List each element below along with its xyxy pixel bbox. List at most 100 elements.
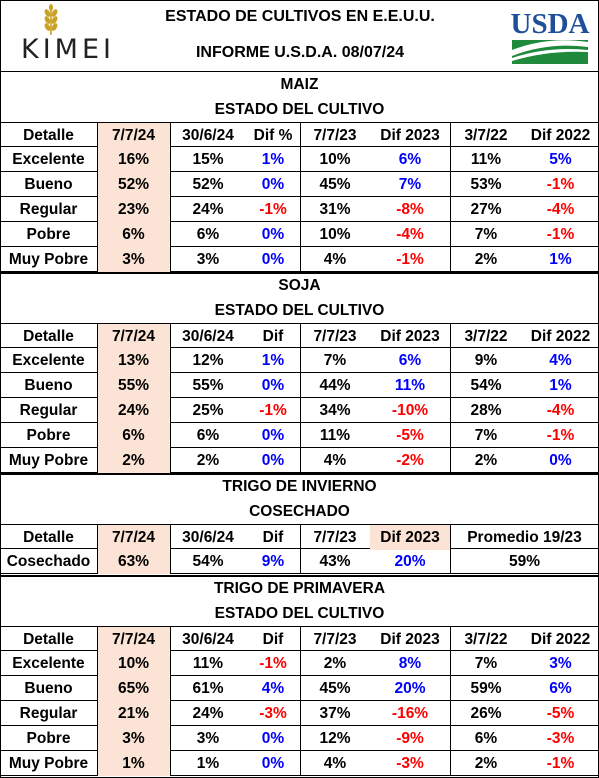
table-cell: 4%: [323, 452, 347, 469]
table-cell: 26%: [470, 705, 502, 722]
section-divider: [0, 575, 599, 577]
column-header: 7/7/23: [313, 631, 357, 648]
table-cell: 54%: [192, 553, 224, 570]
row-label: Excelente: [12, 655, 85, 672]
table-cell: 6%: [97, 423, 170, 448]
table-cell: -3%: [396, 755, 424, 772]
table-cell: 65%: [97, 676, 170, 701]
table-cell: 2%: [323, 655, 347, 672]
table-cell: -1%: [396, 251, 424, 268]
usda-logo-text: USDA: [511, 8, 590, 40]
table-cell: 2%: [474, 251, 498, 268]
table-header-row: Detalle 7/7/24 30/6/24 Dif 7/7/23 Dif 2023 Pro…: [0, 524, 599, 550]
grid-line: [170, 323, 171, 473]
column-header: 7/7/23: [313, 127, 357, 144]
table-row: Muy Pobre 3% 3% 0% 4% -1% 2% 1%: [0, 247, 599, 272]
trigo-primavera-subtitle: ESTADO DEL CULTIVO: [214, 605, 385, 622]
table-cell: -3%: [259, 705, 287, 722]
column-header: Dif 2023: [380, 328, 440, 345]
table-cell: 34%: [319, 402, 351, 419]
table-row: Pobre 3% 3% 0% 12% -9% 6% -3%: [0, 726, 599, 751]
table-cell: -1%: [546, 176, 575, 193]
table-cell: 61%: [192, 680, 224, 697]
table-cell: 6%: [97, 222, 170, 247]
table-row: Excelente 13% 12% 1% 7% 6% 9% 4%: [0, 348, 599, 373]
row-label: Bueno: [24, 680, 73, 697]
table-cell: 7%: [474, 427, 498, 444]
row-label: Pobre: [26, 427, 71, 444]
table-cell: 45%: [319, 680, 351, 697]
table-cell: 0%: [261, 452, 285, 469]
trigo-invierno-title: TRIGO DE INVIERNO: [222, 478, 377, 495]
table-row: Excelente 16% 15% 1% 10% 6% 11% 5%: [0, 147, 599, 172]
column-header: 7/7/23: [313, 529, 357, 546]
kimei-brand-text: KIMEI: [21, 34, 115, 65]
soja-subtitle: ESTADO DEL CULTIVO: [214, 302, 385, 319]
column-header: 7/7/23: [313, 328, 357, 345]
table-cell: 1%: [261, 352, 285, 369]
grid-line: [300, 323, 301, 473]
table-cell: 4%: [261, 680, 285, 697]
trigo-primavera-title: TRIGO DE PRIMAVERA: [213, 580, 386, 597]
row-label: Excelente: [12, 151, 85, 168]
section-divider: [0, 473, 599, 475]
table-cell: 0%: [261, 755, 285, 772]
table-cell: 44%: [319, 377, 351, 394]
table-cell: 9%: [261, 553, 285, 570]
table-cell: 0%: [261, 427, 285, 444]
table-cell: 10%: [319, 151, 351, 168]
table-cell: 2%: [474, 452, 498, 469]
column-header: 30/6/24: [182, 328, 234, 345]
table-cell: 55%: [192, 377, 224, 394]
table-cell: -5%: [546, 705, 575, 722]
table-cell: 31%: [319, 201, 351, 218]
table-cell: -4%: [396, 226, 424, 243]
table-cell: 3%: [196, 730, 220, 747]
table-row: Bueno 55% 55% 0% 44% 11% 54% 1%: [0, 373, 599, 398]
soja-title: SOJA: [278, 277, 321, 294]
row-label: Cosechado: [6, 553, 91, 570]
table-cell: 6%: [549, 680, 572, 697]
table-cell: 8%: [398, 655, 422, 672]
report-title: ESTADO DE CULTIVOS EN E.E.U.U.: [165, 8, 435, 25]
column-header: 7/7/24: [97, 324, 170, 349]
table-cell: 43%: [319, 553, 351, 570]
table-cell: 1%: [97, 751, 170, 776]
table-cell: 11%: [192, 655, 224, 672]
column-header: 30/6/24: [182, 529, 234, 546]
column-header: Detalle: [23, 529, 74, 546]
table-cell: 21%: [97, 701, 170, 726]
table-cell: 3%: [97, 726, 170, 751]
table-cell: -4%: [546, 201, 575, 218]
table-cell: -16%: [391, 705, 429, 722]
table-cell: 54%: [470, 377, 502, 394]
table-row: Excelente 10% 11% -1% 2% 8% 7% 3%: [0, 651, 599, 676]
table-cell: -5%: [396, 427, 424, 444]
table-header-row: Detalle 7/7/24 30/6/24 Dif % 7/7/23 Dif 2023 3…: [0, 122, 599, 148]
column-header: Dif: [262, 328, 284, 345]
table-cell: 4%: [323, 251, 347, 268]
report-subtitle: INFORME U.S.D.A. 08/07/24: [195, 44, 405, 61]
table-cell: 45%: [319, 176, 351, 193]
table-cell: -1%: [546, 755, 575, 772]
table-cell: 0%: [261, 377, 285, 394]
grid-line: [97, 626, 98, 776]
column-header: 30/6/24: [182, 127, 234, 144]
row-label: Muy Pobre: [8, 755, 89, 772]
table-header-row: Detalle 7/7/24 30/6/24 Dif 7/7/23 Dif 2023 3/7…: [0, 323, 599, 349]
column-header: Dif 2023: [370, 525, 450, 550]
row-label: Bueno: [24, 377, 73, 394]
table-cell: 11%: [319, 427, 351, 444]
grid-line: [170, 524, 171, 574]
table-cell: 12%: [319, 730, 351, 747]
table-cell: 15%: [192, 151, 224, 168]
column-header: 7/7/24: [97, 627, 170, 652]
trigo-invierno-subtitle: COSECHADO: [249, 503, 350, 520]
table-row: Cosechado 63% 54% 9% 43% 20% 59%: [0, 549, 599, 574]
report-header: KIMEI ESTADO DE CULTIVOS EN E.E.U.U. INF…: [0, 0, 599, 72]
column-header: 30/6/24: [182, 631, 234, 648]
table-cell: 28%: [470, 402, 502, 419]
table-cell: 11%: [394, 377, 426, 394]
table-cell: 6%: [196, 226, 220, 243]
